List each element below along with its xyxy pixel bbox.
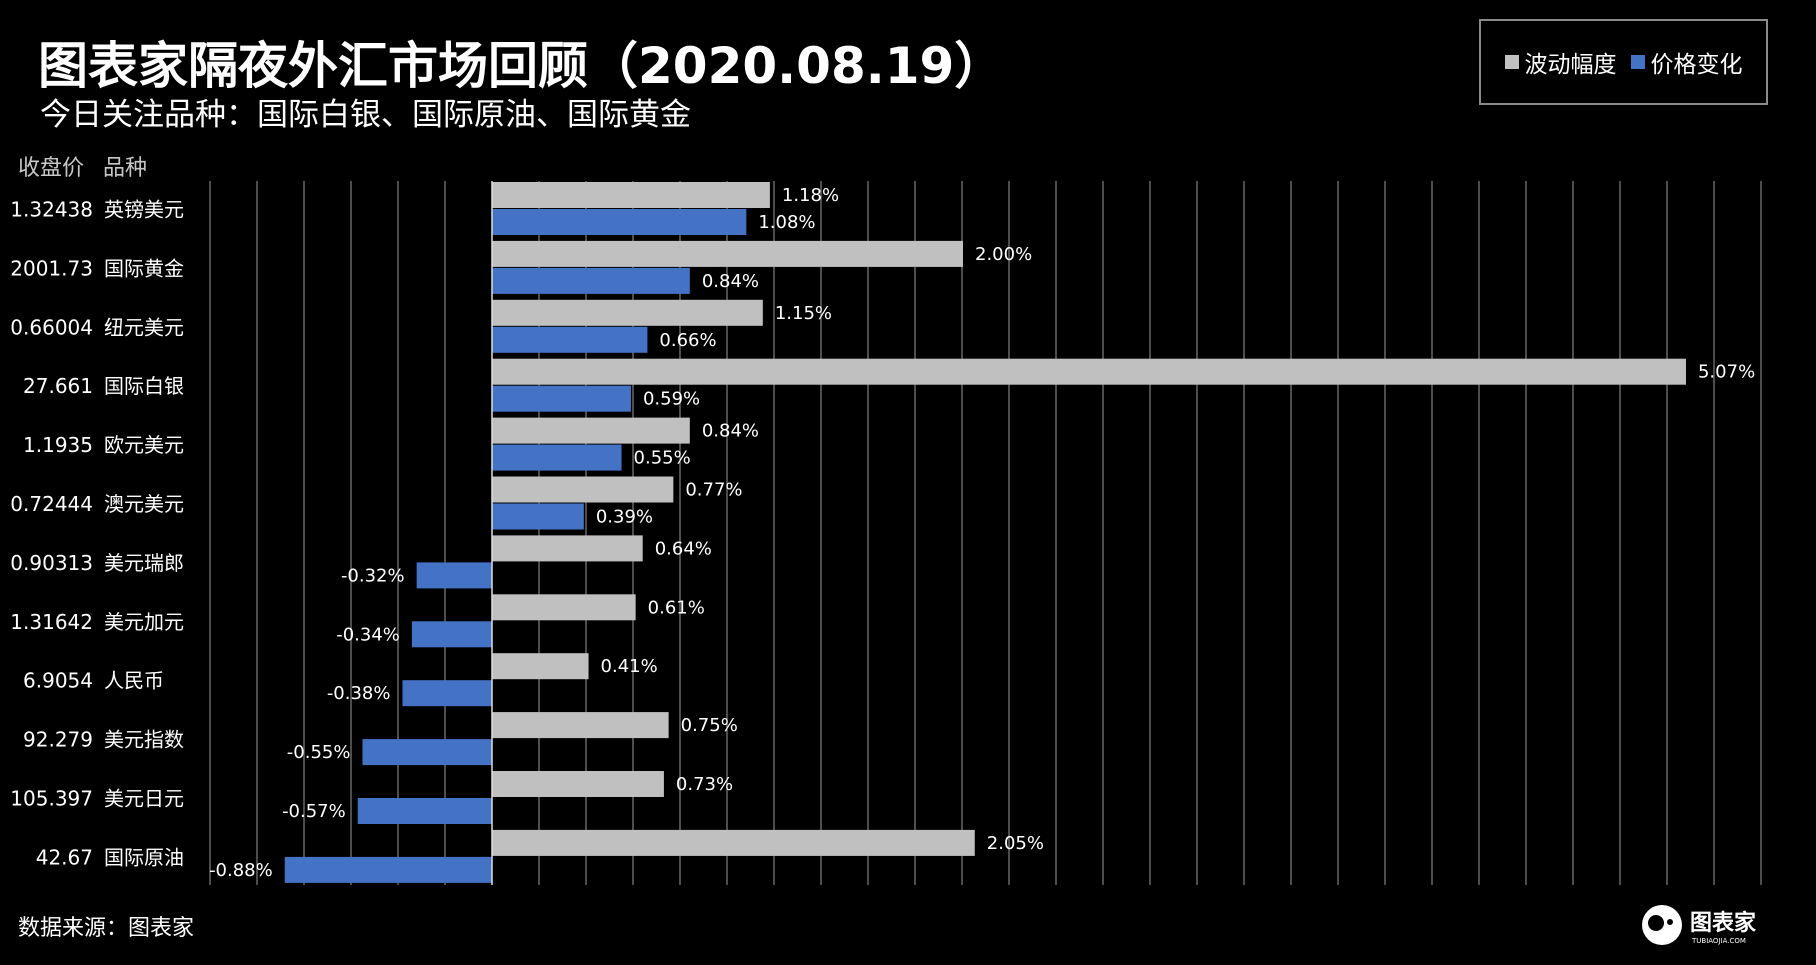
variety-label: 美元瑞郎: [104, 551, 184, 575]
data-label-volatility: 1.15%: [775, 303, 832, 324]
close-price-label: 6.9054: [23, 669, 93, 693]
variety-label: 澳元美元: [104, 492, 184, 516]
data-label-change: -0.38%: [327, 683, 391, 704]
data-label-change: -0.88%: [209, 860, 273, 881]
brand-subtext: TUBIAOJIA.COM: [1691, 937, 1746, 945]
close-price-label: 2001.73: [10, 256, 93, 280]
close-price-label: 42.67: [36, 845, 93, 869]
bar-volatility: [492, 358, 1686, 385]
bar-change: [492, 326, 648, 353]
close-price-label: 1.1935: [23, 433, 93, 457]
close-price-label: 27.661: [23, 374, 93, 398]
close-price-label: 1.31642: [10, 610, 93, 634]
legend-label-volatility: 波动幅度: [1524, 52, 1617, 78]
variety-label: 欧元美元: [104, 433, 184, 457]
bar-change: [492, 444, 622, 471]
close-price-label: 0.66004: [10, 315, 93, 339]
legend: 波动幅度 价格变化: [1479, 19, 1768, 105]
legend-swatch-change: [1630, 55, 1645, 69]
data-label-change: 0.84%: [702, 271, 759, 292]
legend-label-change: 价格变化: [1650, 52, 1743, 78]
bar-volatility: [492, 653, 589, 680]
bar-change: [402, 680, 492, 707]
bar-change: [492, 267, 690, 294]
bar-change: [284, 856, 492, 883]
data-label-change: -0.32%: [341, 565, 405, 586]
bar-volatility: [492, 594, 636, 621]
data-label-volatility: 0.84%: [702, 421, 759, 442]
variety-label: 纽元美元: [104, 315, 184, 339]
data-label-change: -0.57%: [282, 801, 346, 822]
variety-label: 美元指数: [104, 728, 184, 752]
bar-volatility: [492, 829, 975, 856]
close-price-label: 0.90313: [10, 551, 93, 575]
bar-change: [362, 739, 492, 766]
data-label-volatility: 0.77%: [685, 480, 742, 501]
variety-label: 国际原油: [104, 845, 184, 869]
data-label-volatility: 2.05%: [987, 833, 1044, 854]
data-label-change: 0.66%: [659, 330, 716, 351]
bar-volatility: [492, 182, 770, 208]
bar-change: [492, 209, 747, 235]
legend-swatch-volatility: [1504, 55, 1519, 69]
bar-volatility: [492, 299, 763, 326]
data-label-volatility: 0.41%: [601, 656, 658, 677]
data-label-change: 0.59%: [643, 389, 700, 410]
variety-label: 英镑美元: [104, 197, 184, 221]
bar-volatility: [492, 240, 963, 267]
data-label-change: -0.55%: [287, 742, 351, 763]
bar-change: [492, 385, 631, 412]
header-close-price: 收盘价: [18, 156, 85, 181]
chart-title: 图表家隔夜外汇市场回顾（2020.08.19）: [38, 37, 1005, 95]
data-label-change: 0.39%: [596, 507, 653, 528]
bar-volatility: [492, 417, 690, 444]
variety-label: 美元加元: [104, 610, 184, 634]
data-label-volatility: 0.73%: [676, 774, 733, 795]
bar-volatility: [492, 476, 674, 503]
close-price-label: 0.72444: [10, 492, 93, 516]
header-variety: 品种: [103, 156, 148, 181]
data-label-change: 0.55%: [634, 448, 691, 469]
brand-logo: 图表家 TUBIAOJIA.COM: [1642, 905, 1757, 945]
bar-volatility: [492, 771, 664, 797]
data-label-change: 1.08%: [758, 212, 815, 233]
data-label-volatility: 0.64%: [655, 538, 712, 559]
close-price-label: 105.397: [10, 786, 93, 810]
legend-item-volatility: 波动幅度: [1504, 45, 1617, 79]
close-price-label: 1.32438: [10, 197, 93, 221]
chart-subtitle: 今日关注品种：国际白银、国际原油、国际黄金: [40, 97, 691, 133]
bar-change: [416, 562, 492, 589]
data-label-volatility: 2.00%: [975, 244, 1032, 265]
close-price-label: 92.279: [23, 728, 93, 752]
variety-label: 国际白银: [104, 374, 184, 398]
data-label-change: -0.34%: [336, 624, 400, 645]
bar-change: [492, 503, 584, 530]
bar-change: [411, 621, 492, 648]
brand-name: 图表家: [1690, 910, 1757, 936]
variety-label: 美元日元: [104, 786, 184, 810]
bar-volatility: [492, 712, 669, 739]
data-label-volatility: 0.61%: [648, 597, 705, 618]
legend-item-change: 价格变化: [1630, 45, 1743, 79]
data-label-volatility: 0.75%: [681, 715, 738, 736]
variety-label: 人民币: [104, 669, 164, 693]
variety-label: 国际黄金: [104, 256, 184, 280]
bar-change: [357, 798, 492, 824]
bar-volatility: [492, 535, 643, 562]
data-label-volatility: 1.18%: [782, 185, 839, 206]
source-note: 数据来源：图表家: [18, 916, 195, 941]
data-label-volatility: 5.07%: [1698, 362, 1755, 383]
